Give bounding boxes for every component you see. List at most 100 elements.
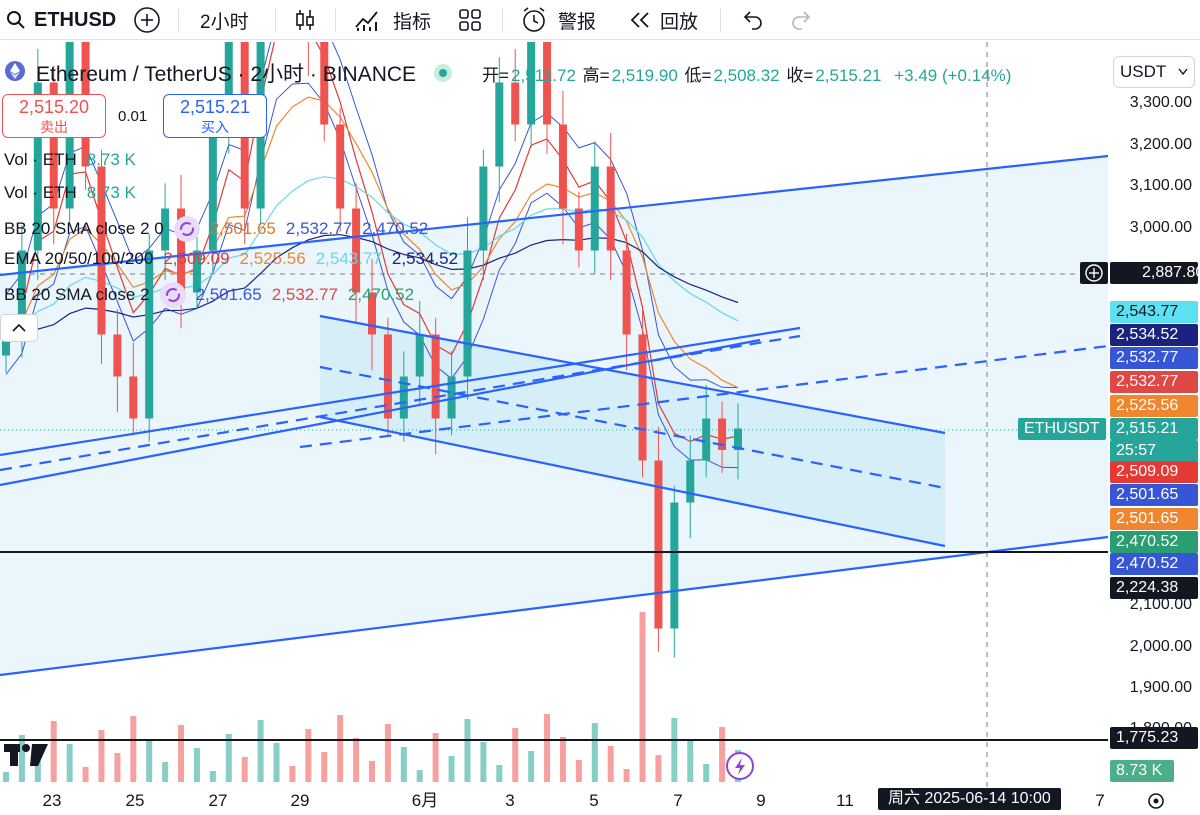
- redo-button[interactable]: [790, 0, 814, 40]
- currency-select[interactable]: USDT: [1113, 56, 1195, 88]
- indicators-button[interactable]: 指标: [353, 0, 431, 40]
- divider: [720, 8, 721, 32]
- candle-body: [336, 124, 345, 209]
- crosshair-time-label: 周六 2025-06-14 10:00: [878, 788, 1061, 810]
- candle-body: [145, 250, 154, 419]
- volume-bar: [178, 725, 185, 782]
- price-label-ema100: 2,543.77: [1110, 301, 1198, 323]
- volume-bar: [257, 720, 264, 782]
- x-tick-label: 7: [673, 791, 682, 810]
- candle-body: [479, 166, 488, 251]
- x-tick-label: 29: [291, 791, 310, 810]
- buy-button[interactable]: 2,515.21 买入: [163, 94, 267, 138]
- chevron-down-icon: [1176, 57, 1190, 97]
- symbol-search-button[interactable]: ETHUSD: [6, 0, 116, 40]
- replay-button[interactable]: 回放: [628, 0, 698, 40]
- candle-body: [33, 82, 42, 251]
- volume-bar: [416, 770, 423, 782]
- volume-bar: [591, 723, 598, 782]
- candle-body: [686, 460, 695, 503]
- x-tick-label: 3: [505, 791, 514, 810]
- y-tick-label: 2,000.00: [1130, 638, 1192, 655]
- candle-body: [161, 208, 170, 251]
- candle-body: [49, 82, 58, 209]
- candle-body: [399, 376, 408, 419]
- x-tick-label: 7: [1095, 791, 1104, 810]
- candle-body: [177, 208, 186, 293]
- volume-bar: [400, 747, 407, 782]
- falling-channel-top: [319, 314, 946, 435]
- volume-bar: [432, 733, 439, 782]
- volume-bar: [66, 744, 73, 782]
- volume-bar: [369, 761, 375, 782]
- lightning-icon[interactable]: [726, 752, 754, 780]
- price-label-volume: 8.73 K: [1110, 760, 1174, 782]
- candle-body: [192, 250, 201, 293]
- layout-button[interactable]: [458, 0, 482, 40]
- candle-body: [543, 42, 552, 125]
- price-label-countdown: 25:57: [1110, 440, 1198, 462]
- price-label-hline: 1,775.23: [1110, 727, 1198, 749]
- collapse-legend-button[interactable]: [0, 314, 38, 342]
- sell-button[interactable]: 2,515.20 卖出: [2, 94, 106, 138]
- chart-type-button[interactable]: [292, 0, 318, 40]
- divider: [335, 8, 336, 32]
- alerts-button[interactable]: 警报: [520, 0, 596, 40]
- volume-bar: [559, 737, 566, 782]
- price-chart[interactable]: 3,300.003,200.003,100.003,000.002,900.00…: [0, 42, 1200, 810]
- price-label-basis-blue: 2,501.65: [1110, 484, 1198, 506]
- ema100-line: [5, 176, 739, 336]
- replay-label: 回放: [660, 11, 699, 33]
- volume-bar: [337, 715, 344, 782]
- volume-bar: [305, 729, 312, 782]
- candle-body: [431, 334, 440, 419]
- x-tick-label: 5: [589, 791, 598, 810]
- interval-button[interactable]: 2小时: [200, 11, 249, 33]
- rewind-icon: [628, 10, 652, 30]
- x-tick-label: 27: [209, 791, 228, 810]
- divider: [275, 8, 276, 32]
- indicators-icon: [353, 7, 381, 33]
- add-alert-plus-icon[interactable]: [1080, 262, 1108, 284]
- volume-bar: [162, 762, 169, 782]
- volume-bar: [384, 724, 391, 782]
- x-tick-label: 25: [126, 791, 145, 810]
- price-label-bb-red: 2,532.77: [1110, 371, 1198, 393]
- candle-body: [352, 208, 361, 293]
- undo-button[interactable]: [740, 0, 764, 40]
- volume-bar: [50, 721, 57, 782]
- chevron-up-icon: [1, 323, 37, 345]
- x-tick-label: 6月: [412, 791, 438, 810]
- add-symbol-button[interactable]: [133, 0, 161, 40]
- undo-icon: [740, 9, 764, 31]
- volume-bar: [34, 758, 41, 782]
- divider: [178, 8, 179, 32]
- rising-channel-top: [0, 154, 1109, 277]
- volume-bar: [480, 742, 487, 782]
- y-tick-label: 3,100.00: [1130, 177, 1192, 194]
- volume-bar: [512, 728, 519, 782]
- buy-label: 买入: [201, 119, 229, 135]
- price-label-ema20: 2,509.09: [1110, 461, 1198, 483]
- bb-upper-line: [5, 42, 739, 389]
- y-tick-label: 1,900.00: [1130, 679, 1192, 696]
- settings-gear-icon[interactable]: [1143, 788, 1169, 815]
- candle-body: [670, 502, 679, 629]
- volume-bar: [241, 757, 248, 782]
- rising-channel-bottom: [0, 535, 1109, 677]
- price-label-last: 2,515.21: [1110, 418, 1198, 440]
- ema-lines: [5, 42, 739, 443]
- ema20-line: [5, 42, 739, 443]
- parallel-line-upper: [0, 326, 801, 457]
- sell-label: 卖出: [40, 119, 68, 135]
- candle-body: [97, 166, 106, 335]
- y-tick-label: 3,300.00: [1130, 94, 1192, 111]
- price-label-bb-blue: 2,532.77: [1110, 347, 1198, 369]
- buy-price: 2,515.21: [179, 97, 251, 117]
- candle-body: [2, 334, 10, 356]
- volume-bar: [114, 753, 121, 782]
- volume-bar: [321, 752, 328, 782]
- ema200-line: [5, 234, 739, 344]
- parallel-line-dashed: [0, 334, 801, 472]
- volume-bar: [98, 730, 105, 782]
